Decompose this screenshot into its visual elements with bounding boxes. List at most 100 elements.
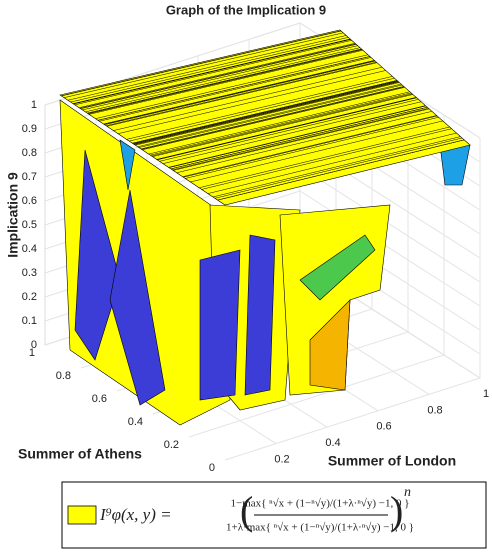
legend-exponent: n bbox=[404, 485, 411, 500]
surface-edge bbox=[190, 120, 443, 183]
surface-edge bbox=[99, 57, 372, 122]
surface-edge bbox=[82, 45, 358, 111]
z-tick-label: 0.5 bbox=[22, 219, 37, 231]
surface-edge bbox=[113, 66, 383, 131]
surface-edge bbox=[95, 54, 369, 119]
paren-left: ( bbox=[240, 488, 253, 533]
surface-edge bbox=[170, 107, 428, 170]
y-tick-label: 0.8 bbox=[56, 370, 71, 382]
ticks: 0 0.1 0.2 0.3 0.4 0.5 0.6 0.7 0.8 0.9 1 0.2 0.4 0.6 0.… bbox=[22, 99, 489, 474]
legend-swatch bbox=[67, 505, 97, 525]
surface-edge bbox=[87, 49, 362, 114]
surface-edge bbox=[63, 32, 344, 98]
surface-edge bbox=[61, 30, 342, 97]
x-axis-label: Summer of London bbox=[328, 453, 456, 469]
surface-edge bbox=[156, 97, 417, 160]
surface-edge bbox=[133, 80, 398, 144]
surface-edge bbox=[137, 83, 402, 148]
surface-edge bbox=[106, 61, 377, 126]
surface-edge bbox=[67, 35, 347, 101]
surface-edge bbox=[134, 81, 399, 145]
z-tick-label: 0.8 bbox=[22, 147, 37, 159]
surface-edge bbox=[185, 117, 439, 179]
surface-edge bbox=[73, 39, 351, 105]
legend-numerator: 1−max{ ⁿ√x + (1−ⁿ√y)/(1+λ·ⁿ√y) −1, 0 } bbox=[231, 498, 410, 510]
surface-edge bbox=[104, 60, 376, 125]
surface-edge bbox=[141, 86, 405, 150]
surface-edge bbox=[159, 99, 419, 162]
z-tick-label: 0.6 bbox=[22, 195, 37, 207]
surface-patch bbox=[309, 299, 351, 391]
surface-edge bbox=[73, 38, 351, 105]
surface-edge bbox=[126, 76, 393, 140]
z-tick-label: 0.7 bbox=[22, 171, 37, 183]
surface-edge bbox=[140, 86, 404, 150]
x-tick-label: 1 bbox=[483, 388, 489, 400]
surface-edge bbox=[173, 108, 430, 171]
surface-edge bbox=[148, 91, 410, 155]
surface-edge bbox=[129, 77, 395, 142]
z-tick-label: 0.3 bbox=[22, 267, 37, 279]
z-axis-label: Implication 9 bbox=[5, 172, 21, 258]
surface-edge bbox=[168, 105, 426, 168]
x-tick-label: 0.2 bbox=[274, 454, 289, 466]
grid-line bbox=[224, 377, 481, 461]
surface-edge bbox=[183, 115, 438, 178]
surface-edge bbox=[106, 62, 378, 127]
y-tick-label: 0.2 bbox=[164, 439, 179, 451]
surface-edge bbox=[80, 44, 357, 110]
z-tick-label: 0.9 bbox=[22, 123, 37, 135]
surface-patch bbox=[244, 234, 276, 396]
surface-edge bbox=[70, 37, 349, 103]
surface-edge bbox=[151, 93, 413, 157]
x-tick-label: 0.4 bbox=[325, 437, 340, 449]
surface-edge bbox=[135, 82, 400, 146]
surface-edge bbox=[207, 132, 457, 194]
z-tick-label: 1 bbox=[31, 99, 37, 111]
surface-edge bbox=[87, 48, 362, 114]
surface-patch bbox=[119, 139, 136, 191]
y-tick-label: 0.6 bbox=[92, 393, 107, 405]
surface-edge bbox=[138, 84, 403, 148]
surface-edge bbox=[89, 50, 363, 115]
surface-edge bbox=[103, 60, 375, 125]
z-tick-label: 0.2 bbox=[22, 291, 37, 303]
z-tick-label: 0.1 bbox=[22, 315, 37, 327]
y-axis-label: Summer of Athens bbox=[18, 446, 142, 462]
surface-edge bbox=[201, 128, 452, 190]
surface bbox=[59, 29, 471, 426]
y-tick-label: 0 bbox=[209, 462, 215, 474]
x-tick-label: 0.6 bbox=[376, 421, 391, 433]
surface-edge bbox=[117, 70, 386, 134]
x-tick-label: 0.8 bbox=[427, 404, 442, 416]
surface-edge bbox=[217, 139, 465, 201]
surface-edge bbox=[132, 80, 398, 144]
surface-edge bbox=[176, 111, 432, 174]
surface-edge bbox=[85, 47, 361, 113]
z-tick-label: 0.4 bbox=[22, 243, 37, 255]
surface-edge bbox=[157, 97, 417, 161]
surface-edge bbox=[97, 56, 370, 121]
surface-edge bbox=[172, 108, 429, 171]
surface-edge bbox=[142, 87, 405, 151]
surface-edge bbox=[162, 101, 422, 164]
chart-title: Graph of the Implication 9 bbox=[166, 2, 326, 17]
surface-patch bbox=[199, 249, 241, 401]
surface-patch bbox=[74, 149, 121, 361]
surface-edge bbox=[74, 40, 352, 106]
surface-edge bbox=[152, 94, 413, 157]
y-tick-label: 1 bbox=[29, 347, 35, 359]
surface-edge bbox=[168, 105, 426, 168]
surface-edge bbox=[78, 43, 356, 108]
surface-edge bbox=[133, 81, 398, 145]
surface-edge bbox=[214, 137, 463, 199]
surface-edge bbox=[150, 92, 412, 156]
surface-edge bbox=[199, 126, 450, 188]
legend-lhs: I⁹φ(x, y) = bbox=[99, 505, 172, 524]
y-tick-label: 0.4 bbox=[128, 416, 143, 428]
legend: I⁹φ(x, y) = ( 1−max{ ⁿ√x + (1−ⁿ√y)/(1+λ·… bbox=[61, 481, 487, 549]
surface-edge bbox=[79, 43, 356, 109]
z-tick-label: 0 bbox=[31, 339, 37, 351]
